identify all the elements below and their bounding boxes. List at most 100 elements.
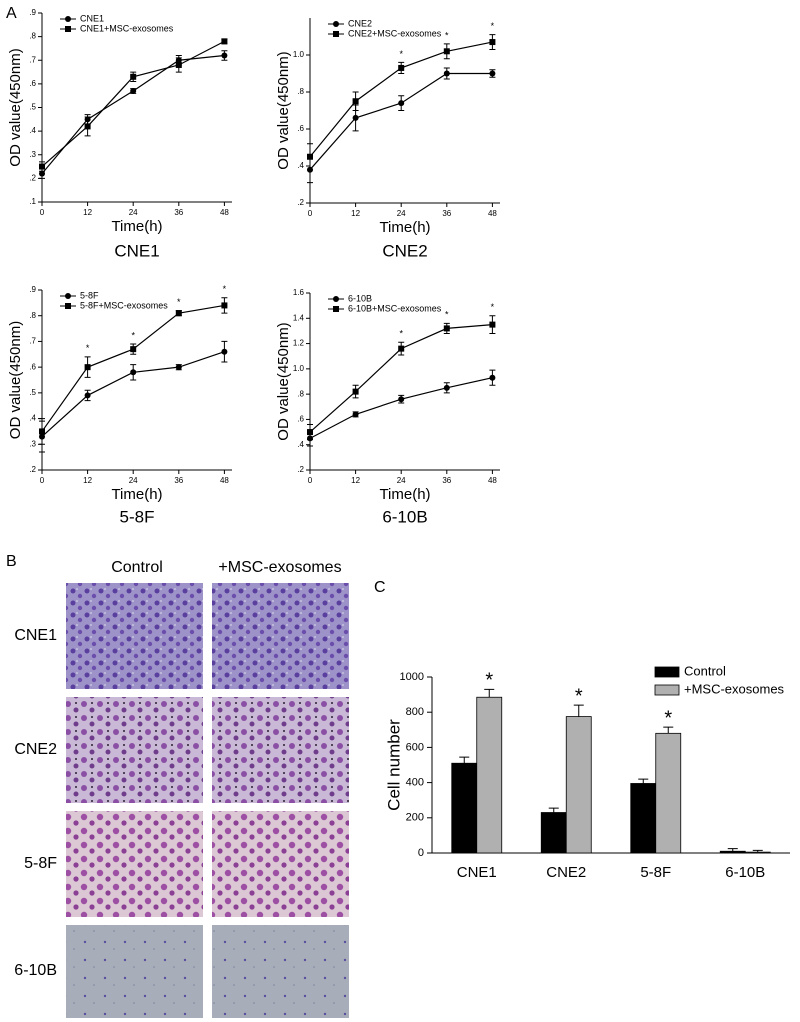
y-tick-label: .4 [29, 126, 36, 135]
marker [39, 163, 45, 170]
x-tick-label: CNE2 [546, 864, 586, 881]
chart-title: CNE2 [382, 241, 427, 260]
x-tick-label: 24 [397, 209, 406, 218]
marker [333, 21, 339, 27]
row-label: CNE1 [14, 627, 57, 644]
marker [333, 306, 339, 312]
x-axis-label: Time(h) [379, 486, 430, 503]
panel-label: A [6, 5, 17, 22]
legend-label: +MSC-exosomes [684, 681, 785, 696]
bar [451, 762, 478, 854]
x-tick-label: 0 [40, 476, 45, 485]
marker [489, 374, 496, 381]
marker [352, 114, 359, 121]
legend-label: 6-10B [348, 293, 372, 303]
marker [352, 411, 359, 418]
annotation: * [223, 284, 227, 294]
legend-label: CNE2+MSC-exosomes [348, 28, 442, 38]
y-tick-label: .4 [297, 161, 304, 170]
legend-label: 5-8F+MSC-exosomes [80, 300, 168, 310]
bar [744, 851, 771, 854]
series-line [309, 72, 493, 171]
y-tick-label: .1 [29, 197, 36, 206]
x-tick-label: 48 [488, 209, 497, 218]
annotation: * [485, 670, 493, 692]
x-tick-label: 0 [308, 209, 313, 218]
y-tick-label: .4 [29, 414, 36, 423]
y-axis-label: OD value(450nm) [275, 322, 292, 440]
marker [443, 48, 450, 55]
error-bar [459, 756, 470, 764]
marker [352, 98, 359, 105]
marker [443, 384, 450, 391]
column-label: +MSC-exosomes [218, 559, 341, 576]
marker [489, 70, 496, 77]
micrograph [66, 583, 203, 689]
column-label: Control [111, 559, 163, 576]
error-bar [638, 778, 649, 784]
y-axis-label: OD value(450nm) [275, 51, 292, 169]
error-bar [484, 688, 495, 698]
marker [307, 429, 313, 436]
micrograph [66, 697, 203, 803]
marker [221, 38, 228, 45]
bar [630, 783, 657, 854]
x-tick-label: 6-10B [725, 864, 765, 881]
x-tick-label: 24 [397, 476, 406, 485]
marker [65, 26, 71, 32]
annotation: * [131, 330, 135, 340]
y-tick-label: .9 [29, 285, 36, 294]
y-tick-label: .8 [29, 311, 36, 320]
marker [65, 16, 71, 22]
x-tick-label: 12 [351, 209, 360, 218]
annotation: * [491, 302, 495, 312]
marker [65, 293, 71, 299]
marker [352, 388, 359, 395]
y-tick-label: .4 [297, 440, 304, 449]
micrograph [212, 697, 349, 803]
marker [443, 70, 450, 77]
marker [84, 392, 91, 399]
annotation: * [664, 707, 672, 729]
y-tick-label: 600 [406, 741, 424, 753]
y-axis-label: OD value(450nm) [7, 321, 24, 439]
marker [398, 100, 405, 107]
y-tick-label: .2 [297, 465, 304, 474]
x-tick-label: 12 [83, 208, 92, 217]
chart-title: 6-10B [382, 507, 427, 526]
marker [175, 61, 182, 68]
micrograph [66, 811, 203, 917]
marker [39, 428, 45, 435]
y-tick-label: .8 [297, 87, 304, 96]
y-tick-label: 400 [406, 777, 424, 789]
series-line [41, 40, 225, 168]
micrograph [66, 925, 203, 1018]
legend-swatch [654, 666, 680, 678]
marker [39, 170, 45, 177]
y-tick-label: 1.6 [293, 288, 305, 297]
y-tick-label: 200 [406, 812, 424, 824]
legend-label: CNE1+MSC-exosomes [80, 23, 174, 33]
marker [398, 64, 405, 71]
x-tick-label: 0 [308, 476, 313, 485]
legend-label: Control [684, 663, 726, 678]
marker [398, 345, 405, 352]
x-tick-label: 36 [442, 476, 451, 485]
y-tick-label: 1000 [400, 671, 424, 683]
y-tick-label: .8 [29, 32, 36, 41]
x-tick-label: 48 [488, 476, 497, 485]
x-tick-label: 0 [40, 208, 45, 217]
panel-label: C [374, 579, 386, 596]
y-tick-label: .6 [297, 124, 304, 133]
marker [65, 303, 71, 309]
y-tick-label: .6 [29, 79, 36, 88]
x-tick-label: 36 [174, 208, 183, 217]
y-tick-label: .2 [29, 465, 36, 474]
series-line [309, 324, 493, 433]
y-tick-label: .7 [29, 55, 36, 64]
y-tick-label: .7 [29, 337, 36, 346]
y-tick-label: 1.2 [293, 339, 305, 348]
legend-label: 5-8F [80, 290, 99, 300]
error-bar [663, 726, 674, 734]
y-tick-label: .8 [297, 389, 304, 398]
